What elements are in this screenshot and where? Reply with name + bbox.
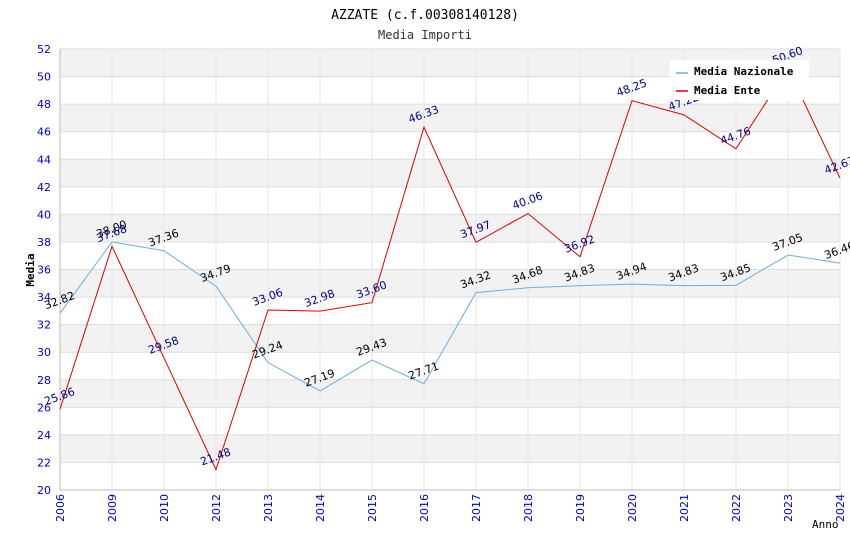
y-tick-label: 28 [37, 374, 51, 387]
y-tick-labels: 20 22 24 26 28 30 32 34 36 38 40 42 44 46 48 50 52 [37, 43, 51, 497]
legend-label-media-ente: Media Ente [694, 84, 761, 97]
x-tick-label: 2010 [158, 494, 171, 522]
x-tick-label: 2020 [626, 494, 639, 522]
x-tick-label: 2024 [834, 494, 847, 522]
x-axis-label: Anno [812, 518, 839, 531]
y-tick-label: 48 [37, 98, 51, 111]
grid-band [60, 269, 840, 298]
x-tick-label: 2021 [678, 494, 691, 522]
y-tick-label: 40 [37, 208, 51, 221]
x-tick-label: 2013 [262, 494, 275, 522]
grid-lines [59, 48, 841, 491]
x-tick-label: 2023 [782, 494, 795, 522]
x-tick-label: 2012 [210, 494, 223, 522]
x-tick-label: 2019 [574, 494, 587, 522]
grid-band [60, 214, 840, 242]
series-line-media-nazionale [59, 241, 841, 392]
y-axis-label: Media [24, 253, 37, 286]
x-tick-label: 2022 [730, 494, 743, 522]
legend: Media Nazionale Media Ente [670, 60, 809, 100]
y-tick-label: 32 [37, 319, 51, 332]
x-tick-label: 2014 [314, 494, 327, 522]
y-tick-label: 24 [37, 429, 51, 442]
chart-subtitle: Media Importi [378, 28, 472, 42]
x-tick-label: 2017 [470, 494, 483, 522]
x-tick-label: 2015 [366, 494, 379, 522]
grid-band [60, 104, 840, 132]
y-tick-label: 42 [37, 181, 51, 194]
series-lines [59, 67, 841, 471]
legend-label-media-nazionale: Media Nazionale [694, 65, 794, 78]
y-tick-label: 38 [37, 236, 51, 249]
y-tick-label: 30 [37, 346, 51, 359]
y-tick-label: 36 [37, 264, 51, 277]
y-tick-label: 22 [37, 456, 51, 469]
y-tick-label: 34 [37, 291, 51, 304]
y-tick-label: 46 [37, 126, 51, 139]
x-tick-label: 2016 [418, 494, 431, 522]
legend-box [670, 60, 809, 100]
y-tick-label: 44 [37, 153, 51, 166]
data-label: 42.63 [823, 154, 850, 177]
x-tick-label: 2009 [106, 494, 119, 522]
series-line-media-ente [59, 67, 841, 471]
y-tick-label: 26 [37, 401, 51, 414]
y-tick-label: 52 [37, 43, 51, 56]
x-tick-label: 2006 [54, 494, 67, 522]
grid-band [60, 379, 840, 408]
grid-bands [60, 49, 840, 463]
chart-title: AZZATE (c.f.00308140128) [331, 8, 519, 23]
y-tick-label: 20 [37, 484, 51, 497]
grid-band [60, 159, 840, 187]
x-tick-labels: 2006 2009 2010 2012 2013 2014 2015 2016 2017 2018… [54, 494, 847, 522]
y-tick-label: 50 [37, 71, 51, 84]
grid-band [60, 434, 840, 463]
data-label: 36.46 [823, 239, 850, 262]
x-tick-label: 2018 [522, 494, 535, 522]
